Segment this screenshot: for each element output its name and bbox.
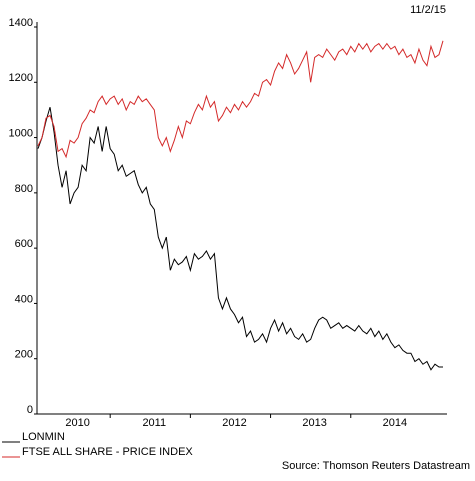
y-tick-label: 1000 — [9, 127, 33, 139]
legend-label: FTSE ALL SHARE - PRICE INDEX — [22, 446, 193, 458]
line-series — [37, 107, 443, 371]
x-tick-label: 2011 — [142, 417, 166, 429]
source-note: Source: Thomson Reuters Datastream — [282, 460, 470, 472]
chart-date: 11/2/15 — [410, 4, 446, 16]
x-tick-label: 2013 — [302, 417, 326, 429]
y-tick-label: 1200 — [9, 72, 33, 84]
legend-label: LONMIN — [22, 431, 65, 443]
y-tick-label: 200 — [15, 349, 33, 361]
y-tick-label: 800 — [15, 183, 33, 195]
y-tick-label: 600 — [15, 238, 33, 250]
y-tick-label: 0 — [27, 404, 33, 416]
x-tick-label: 2014 — [383, 417, 407, 429]
x-tick-label: 2010 — [65, 417, 89, 429]
line-series — [37, 40, 444, 159]
x-tick-label: 2012 — [222, 417, 246, 429]
y-tick-label: 1400 — [9, 17, 33, 29]
y-tick-label: 400 — [15, 293, 33, 305]
